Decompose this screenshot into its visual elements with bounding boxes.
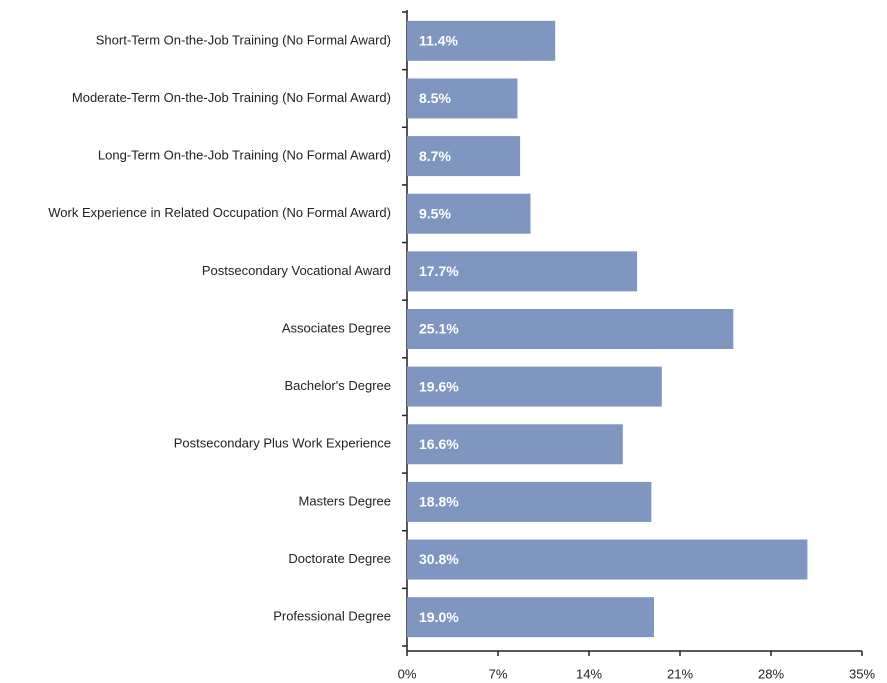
y-tick-label: Associates Degree — [282, 320, 391, 335]
value-label: 9.5% — [419, 205, 451, 221]
y-tick-label: Short-Term On-the-Job Training (No Forma… — [96, 32, 391, 47]
x-tick-label: 7% — [489, 666, 508, 681]
bar — [407, 20, 556, 61]
y-tick-label: Postsecondary Plus Work Experience — [174, 436, 391, 451]
value-label: 16.6% — [419, 436, 459, 452]
x-tick-label: 35% — [849, 666, 875, 681]
bar — [407, 597, 654, 638]
value-label: 30.8% — [419, 551, 459, 567]
value-label: 18.8% — [419, 494, 459, 510]
value-label: 19.6% — [419, 378, 459, 394]
bar — [407, 424, 623, 465]
y-tick-label: Long-Term On-the-Job Training (No Formal… — [98, 148, 391, 163]
bar — [407, 309, 734, 349]
y-tick-label: Professional Degree — [273, 609, 391, 624]
value-label: 8.5% — [419, 90, 451, 106]
y-tick-label: Doctorate Degree — [288, 551, 391, 566]
value-label: 17.7% — [419, 263, 459, 279]
bar — [407, 539, 808, 580]
y-tick-label: Bachelor's Degree — [284, 378, 391, 393]
y-tick-label: Postsecondary Vocational Award — [202, 263, 391, 278]
value-label: 25.1% — [419, 321, 459, 337]
bar — [407, 78, 518, 119]
bar — [407, 366, 662, 407]
x-tick-label: 0% — [398, 666, 417, 681]
x-tick-label: 21% — [667, 666, 693, 681]
y-tick-label: Masters Degree — [299, 493, 391, 508]
x-tick-label: 14% — [576, 666, 602, 681]
bar — [407, 251, 638, 292]
bar — [407, 136, 521, 177]
y-tick-label: Work Experience in Related Occupation (N… — [48, 205, 391, 220]
bar — [407, 193, 531, 234]
x-tick-label: 28% — [758, 666, 784, 681]
value-label: 19.0% — [419, 609, 459, 625]
value-label: 8.7% — [419, 148, 451, 164]
value-label: 11.4% — [419, 33, 458, 49]
y-tick-label: Moderate-Term On-the-Job Training (No Fo… — [72, 90, 391, 105]
bar — [407, 481, 652, 522]
